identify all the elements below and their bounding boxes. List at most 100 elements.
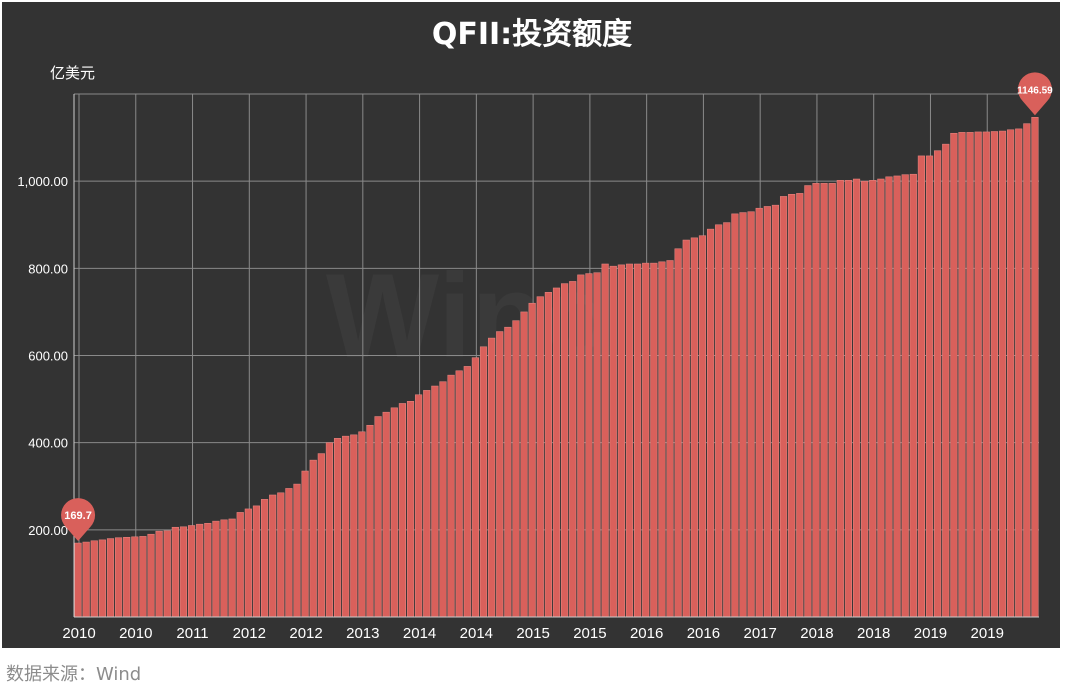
chart-svg: Wind QFII:投资额度 亿美元 200.00400.00600.00800… [17,17,1053,642]
bar [552,287,561,618]
bar [625,263,634,618]
bar [885,176,893,618]
bars-layer [74,117,1039,618]
bar [179,526,188,618]
x-tick-label: 2011 [176,625,208,642]
bar [917,155,925,618]
bar [1015,128,1023,618]
bar [496,331,504,618]
x-tick-label: 2019 [914,625,947,642]
bar [163,530,171,618]
bar [188,525,196,618]
bar [504,326,512,618]
y-tick-label: 800.00 [28,261,68,276]
x-tick-label: 2010 [62,625,95,642]
bar [544,292,552,618]
bar [439,381,447,618]
bar [561,283,569,618]
bar [901,174,909,618]
bar [804,185,812,618]
bar [471,357,479,618]
bar [609,265,617,618]
bar [139,536,147,618]
bar [642,262,650,618]
bar [1007,129,1015,618]
chart-title: QFII:投资额度 [432,17,632,52]
y-axis-unit: 亿美元 [50,64,95,82]
bar [861,180,869,618]
bar [666,260,674,618]
bar [277,492,285,618]
bar [382,411,390,618]
bar [707,228,715,618]
bar [115,537,123,618]
x-tick-label: 2016 [630,625,663,642]
x-tick-label: 2010 [119,625,152,642]
bar [650,262,658,618]
x-tick-label: 2019 [971,625,1004,642]
bar [844,180,853,618]
bar [698,235,707,618]
bar [788,193,796,618]
bar [771,204,780,618]
bar [585,273,593,618]
bar [406,401,415,618]
bar [285,488,293,618]
bar [171,526,179,618]
bar [1023,123,1031,618]
bar [836,180,844,618]
bar [634,263,642,618]
bar [739,212,747,618]
bar [196,523,204,618]
bar [220,519,228,618]
x-tick-label: 2014 [460,625,493,642]
bar [350,434,358,618]
bar [755,207,763,618]
value-marker-pin [1017,72,1052,116]
bar [796,193,804,618]
x-tick-label: 2018 [800,625,833,642]
bar [593,272,601,618]
x-tick-label: 2012 [289,625,322,642]
bar [317,453,325,618]
bar [155,530,163,618]
bar [358,431,366,618]
bar [925,155,934,618]
bar [909,173,917,618]
bar [244,508,252,618]
bar [479,346,488,618]
bar [204,523,212,618]
bar [488,337,496,618]
bar [293,483,301,618]
bar [569,281,577,618]
bar [658,261,666,618]
bar [747,211,755,618]
bar [942,143,950,618]
x-tick-label: 2012 [233,625,266,642]
bar [82,541,90,618]
bar [950,132,958,618]
bar [990,131,998,618]
bar [893,175,901,618]
bar [682,239,690,618]
x-tick-label: 2018 [857,625,890,642]
x-tick-label: 2017 [743,625,776,642]
value-marker-label: 169.7 [64,510,92,522]
bar [869,180,877,618]
bar [463,366,471,618]
bar [512,320,520,618]
bar [828,183,836,618]
bar [236,512,244,618]
bar [690,237,698,618]
bar [812,183,820,618]
bar [390,407,398,618]
bar [763,206,771,618]
x-tick-label: 2015 [516,625,549,642]
x-tick-label: 2014 [403,625,436,642]
y-tick-label: 400.00 [28,436,68,451]
bar [147,533,155,618]
bar [998,130,1007,618]
bar [98,539,106,618]
bar [447,374,455,618]
bar [958,132,966,618]
